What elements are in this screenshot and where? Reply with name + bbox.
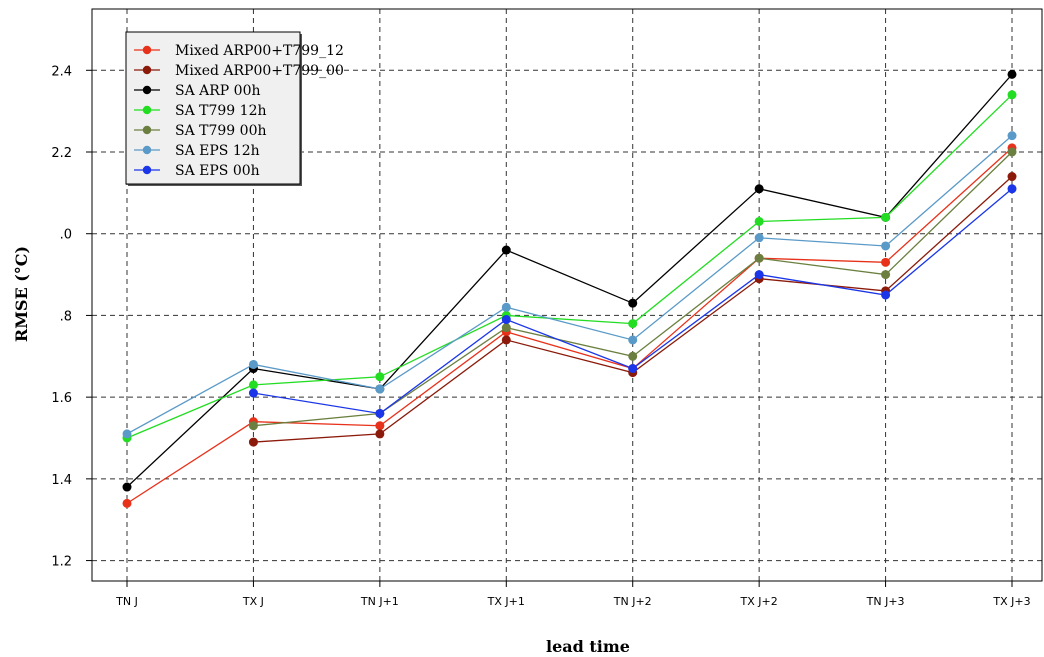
y-tick-label: 2.4: [51, 64, 72, 79]
data-point: [248, 380, 258, 390]
data-point: [1007, 90, 1017, 100]
x-tick-label: TN J: [115, 595, 138, 608]
x-tick-label: TX J+1: [487, 595, 525, 608]
data-point: [1007, 172, 1017, 182]
series-6: [248, 184, 1017, 418]
series-0: [122, 143, 1017, 508]
data-point: [122, 429, 132, 439]
x-tick-label: TX J: [242, 595, 264, 608]
series-line: [126, 73, 1013, 488]
data-point: [881, 212, 891, 222]
legend-marker: [142, 105, 152, 115]
y-tick-label: .8: [60, 309, 72, 324]
series-group: [122, 69, 1017, 508]
data-point: [375, 408, 385, 418]
data-point: [881, 290, 891, 300]
x-axis-ticks: TN J TX J TN J+1 TX J+1 TN J+2 TX J+2 TN J+3 TX…: [115, 581, 1031, 608]
legend-label: SA EPS 00h: [175, 163, 260, 179]
data-point: [501, 302, 511, 312]
y-tick-label: 1.2: [51, 555, 72, 570]
legend-label: Mixed ARP00+T799_00: [175, 63, 344, 79]
x-tick-label: TN J+2: [613, 595, 652, 608]
legend-marker: [142, 145, 152, 155]
data-point: [248, 421, 258, 431]
data-point: [754, 216, 764, 226]
data-point: [1007, 131, 1017, 141]
data-point: [501, 335, 511, 345]
data-point: [1007, 147, 1017, 157]
y-axis-title: RMSE (°C): [12, 246, 31, 342]
data-point: [628, 298, 638, 308]
data-point: [248, 388, 258, 398]
data-point: [1007, 184, 1017, 194]
y-tick-label: 1.6: [51, 391, 72, 406]
data-point: [754, 270, 764, 280]
series-3: [122, 90, 1017, 443]
legend-label: SA ARP 00h: [175, 83, 261, 99]
data-point: [628, 364, 638, 374]
data-point: [754, 253, 764, 263]
y-tick-label: 1.4: [51, 473, 72, 488]
legend: Mixed ARP00+T799_12 Mixed ARP00+T799_00 SA…: [125, 31, 344, 186]
data-point: [754, 184, 764, 194]
data-point: [375, 421, 385, 431]
data-point: [881, 241, 891, 251]
data-point: [628, 351, 638, 361]
data-point: [375, 429, 385, 439]
y-axis-ticks: 1.2 1.4 1.6 .8 .0 2.2 2.4: [51, 64, 92, 570]
data-point: [881, 257, 891, 267]
x-axis-title: lead time: [546, 637, 630, 656]
legend-label: SA T799 12h: [175, 103, 267, 119]
y-tick-label: 2.2: [51, 146, 72, 161]
x-tick-label: TX J+2: [740, 595, 778, 608]
data-point: [501, 245, 511, 255]
series-line: [126, 147, 1013, 504]
y-tick-label: .0: [60, 228, 72, 243]
data-point: [881, 270, 891, 280]
plot-frame: [91, 8, 1043, 582]
series-5: [122, 131, 1017, 439]
series-line: [126, 94, 1013, 439]
series-line: [126, 135, 1013, 435]
data-point: [122, 498, 132, 508]
data-point: [375, 384, 385, 394]
data-point: [628, 335, 638, 345]
data-point: [628, 319, 638, 329]
data-point: [248, 359, 258, 369]
legend-marker: [142, 125, 152, 135]
legend-label: Mixed ARP00+T799_12: [175, 43, 344, 59]
data-point: [122, 482, 132, 492]
legend-label: SA EPS 12h: [175, 143, 260, 159]
data-point: [1007, 69, 1017, 79]
x-tick-label: TX J+3: [992, 595, 1030, 608]
data-point: [375, 372, 385, 382]
data-point: [501, 323, 511, 333]
legend-box: [125, 31, 301, 185]
legend-marker: [142, 45, 152, 55]
legend-marker: [142, 165, 152, 175]
data-point: [248, 437, 258, 447]
x-tick-label: TN J+3: [866, 595, 905, 608]
legend-marker: [142, 85, 152, 95]
data-point: [754, 233, 764, 243]
legend-label: SA T799 00h: [175, 123, 267, 139]
x-tick-label: TN J+1: [360, 595, 399, 608]
data-point: [501, 315, 511, 325]
legend-marker: [142, 65, 152, 75]
